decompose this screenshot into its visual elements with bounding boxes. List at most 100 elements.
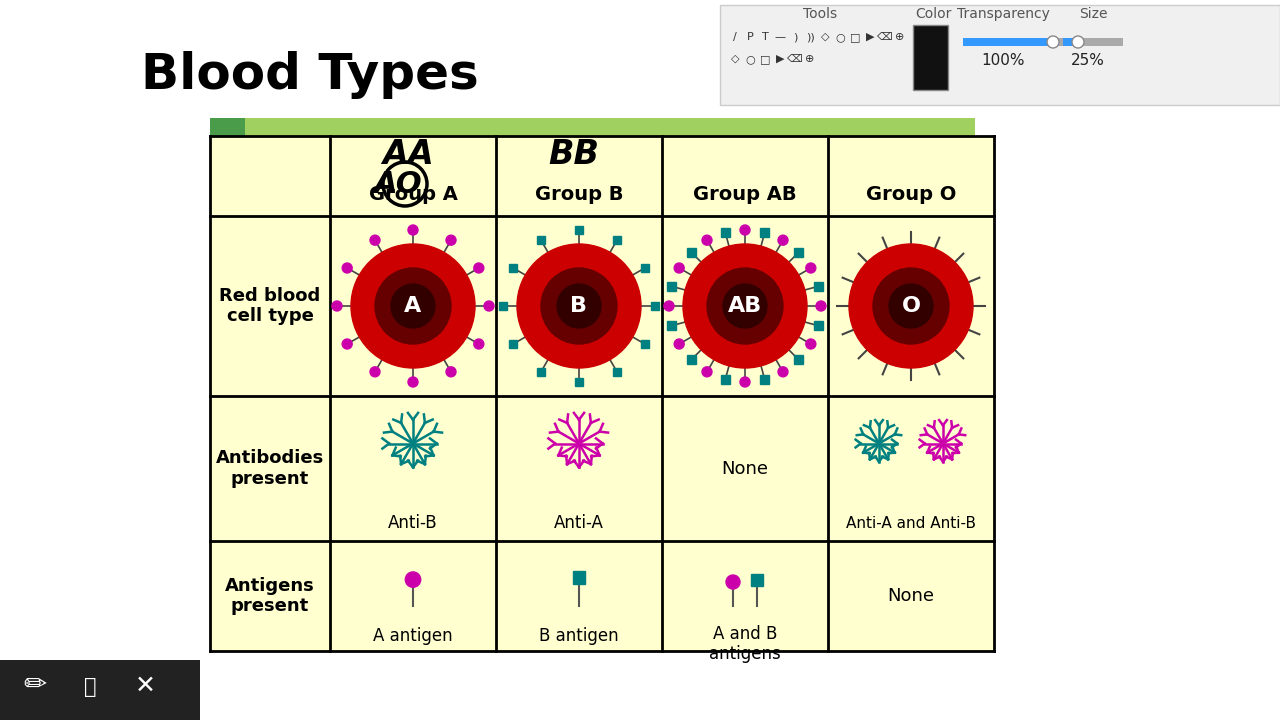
Text: ○: ○	[745, 54, 755, 64]
Text: AA: AA	[383, 138, 434, 171]
Circle shape	[778, 366, 788, 377]
Circle shape	[849, 244, 973, 368]
Circle shape	[701, 366, 712, 377]
Text: Tools: Tools	[803, 7, 837, 21]
Circle shape	[726, 575, 740, 589]
Circle shape	[484, 301, 494, 311]
Circle shape	[701, 235, 712, 246]
Text: ◇: ◇	[731, 54, 740, 64]
Circle shape	[707, 268, 783, 344]
Bar	[913, 25, 948, 90]
Text: ▶: ▶	[776, 54, 785, 64]
Text: Transparency: Transparency	[956, 7, 1050, 21]
Bar	[210, 118, 244, 136]
Text: ⊕: ⊕	[895, 32, 905, 42]
Text: Group A: Group A	[369, 184, 457, 204]
Circle shape	[890, 284, 933, 328]
Circle shape	[740, 225, 750, 235]
Circle shape	[390, 284, 435, 328]
Text: Antigens
present: Antigens present	[225, 577, 315, 616]
Circle shape	[1073, 36, 1084, 48]
Bar	[963, 38, 1062, 46]
Text: Size: Size	[1079, 7, 1107, 21]
Circle shape	[778, 235, 788, 246]
Text: Red blood
cell type: Red blood cell type	[219, 287, 320, 325]
Circle shape	[817, 301, 826, 311]
Circle shape	[806, 263, 815, 273]
Circle shape	[557, 284, 602, 328]
Circle shape	[517, 244, 641, 368]
Text: None: None	[722, 459, 768, 477]
Circle shape	[675, 339, 685, 349]
Text: A and B
antigens: A and B antigens	[709, 624, 781, 663]
Circle shape	[684, 244, 806, 368]
Text: ⌫: ⌫	[787, 54, 803, 64]
Circle shape	[740, 377, 750, 387]
Circle shape	[408, 377, 419, 387]
Text: 📷: 📷	[83, 677, 96, 697]
Text: 25%: 25%	[1071, 53, 1105, 68]
Text: )): ))	[805, 32, 814, 42]
Bar	[244, 118, 975, 136]
Text: /: /	[733, 32, 737, 42]
Circle shape	[474, 339, 484, 349]
Circle shape	[375, 268, 451, 344]
Circle shape	[723, 284, 767, 328]
Text: ✕: ✕	[134, 674, 155, 698]
Circle shape	[351, 244, 475, 368]
Text: ▶: ▶	[865, 32, 874, 42]
Text: Anti-B: Anti-B	[388, 515, 438, 533]
Circle shape	[342, 263, 352, 273]
Circle shape	[541, 268, 617, 344]
Text: ○: ○	[835, 32, 845, 42]
Circle shape	[873, 268, 948, 344]
Text: B: B	[571, 296, 588, 316]
Text: Anti-A: Anti-A	[554, 515, 604, 533]
Text: ⌫: ⌫	[877, 32, 893, 42]
Circle shape	[1047, 36, 1059, 48]
Circle shape	[445, 235, 456, 246]
Text: P: P	[746, 32, 754, 42]
Circle shape	[342, 339, 352, 349]
Text: Group AB: Group AB	[694, 184, 797, 204]
Text: Anti-A and Anti-B: Anti-A and Anti-B	[846, 516, 977, 531]
Text: AB: AB	[728, 296, 762, 316]
Text: Group B: Group B	[535, 184, 623, 204]
Bar	[963, 38, 1053, 46]
Text: Group O: Group O	[865, 184, 956, 204]
Circle shape	[370, 366, 380, 377]
Text: ◇: ◇	[820, 32, 829, 42]
Text: B antigen: B antigen	[539, 627, 618, 645]
Text: ⊕: ⊕	[805, 54, 814, 64]
Circle shape	[408, 225, 419, 235]
Bar	[719, 5, 1280, 105]
Bar	[0, 660, 200, 720]
Text: Antibodies
present: Antibodies present	[216, 449, 324, 488]
Text: 100%: 100%	[982, 53, 1025, 68]
Circle shape	[474, 263, 484, 273]
Text: ): )	[792, 32, 797, 42]
Text: T: T	[762, 32, 768, 42]
Text: O: O	[901, 296, 920, 316]
Circle shape	[664, 301, 675, 311]
Circle shape	[332, 301, 342, 311]
Text: —: —	[774, 32, 786, 42]
Circle shape	[806, 339, 815, 349]
Circle shape	[370, 235, 380, 246]
Text: A antigen: A antigen	[374, 627, 453, 645]
Circle shape	[675, 263, 685, 273]
Circle shape	[406, 572, 421, 588]
Text: A: A	[404, 296, 421, 316]
Text: AO: AO	[374, 169, 422, 199]
Text: Blood Types: Blood Types	[141, 51, 479, 99]
Bar	[1062, 38, 1123, 46]
Circle shape	[445, 366, 456, 377]
Text: □: □	[850, 32, 860, 42]
Text: None: None	[887, 587, 934, 605]
Text: □: □	[760, 54, 771, 64]
Text: ✏: ✏	[23, 671, 46, 699]
Text: Color: Color	[915, 7, 951, 21]
Bar	[1062, 38, 1078, 46]
Bar	[210, 136, 995, 651]
Text: BB: BB	[549, 138, 599, 171]
